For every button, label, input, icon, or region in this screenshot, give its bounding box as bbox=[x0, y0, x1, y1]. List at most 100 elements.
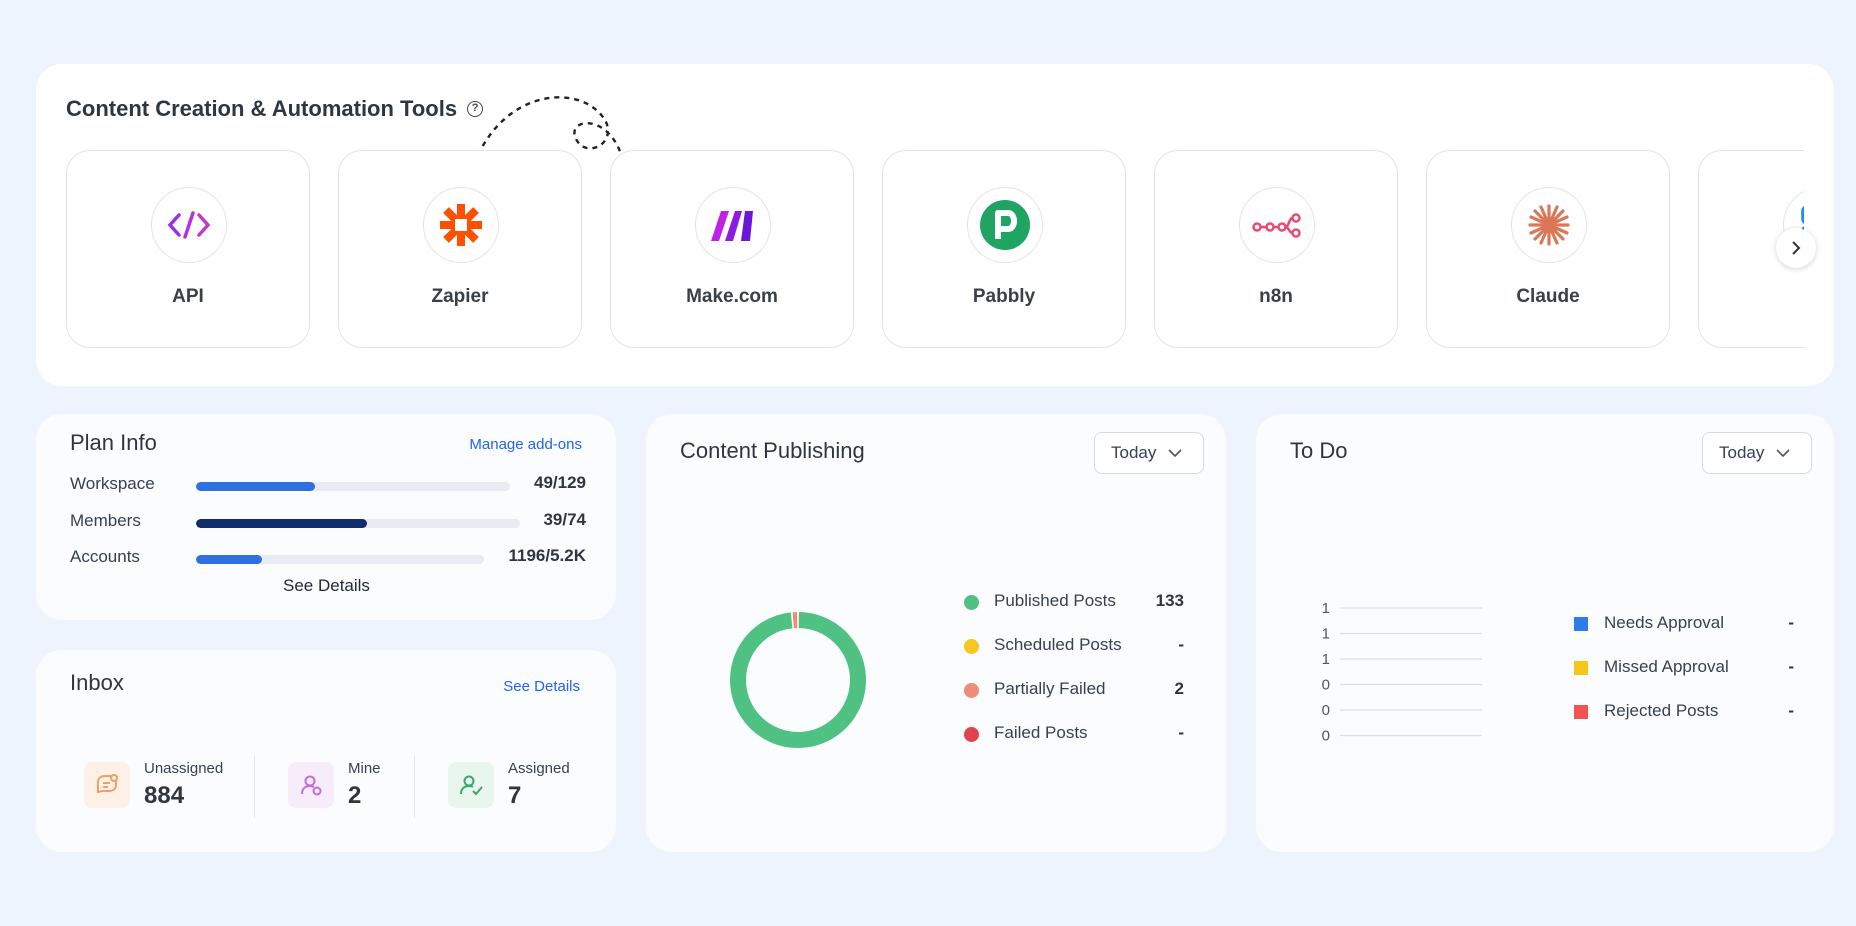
legend-label: Published Posts bbox=[994, 591, 1116, 610]
legend-label: Partially Failed bbox=[994, 679, 1106, 698]
workspace-usage-bar bbox=[196, 482, 510, 491]
stat-label: Mine bbox=[348, 760, 381, 777]
tool-tile-zapier[interactable]: Zapier bbox=[338, 150, 582, 348]
n8n-nodes-icon bbox=[1239, 187, 1315, 263]
chevron-right-icon[interactable] bbox=[1776, 228, 1816, 268]
plan-row-label: Accounts bbox=[70, 547, 140, 566]
legend-square bbox=[1574, 661, 1588, 675]
accounts-usage-bar bbox=[196, 555, 484, 564]
legend-missed-approval: Missed Approval - bbox=[1574, 656, 1794, 680]
stat-value: 884 bbox=[144, 782, 185, 809]
plan-row-value: 39/74 bbox=[543, 510, 586, 529]
automation-tools-card: Content Creation & Automation Tools ? AP… bbox=[36, 64, 1834, 386]
tool-name: n8n bbox=[1259, 286, 1293, 307]
stat-value: 2 bbox=[348, 782, 362, 809]
plan-row-label: Members bbox=[70, 511, 141, 530]
usage-bar-fill bbox=[196, 482, 316, 491]
legend-dot bbox=[964, 683, 979, 698]
legend-label: Missed Approval bbox=[1604, 657, 1729, 676]
todo-period-dropdown[interactable]: Today bbox=[1702, 432, 1812, 474]
legend-square bbox=[1574, 705, 1588, 719]
axis-tick-label: 0 bbox=[1322, 702, 1330, 719]
plan-row-value: 1196/5.2K bbox=[508, 546, 586, 565]
legend-value: 133 bbox=[1155, 591, 1184, 610]
content-publishing-title: Content Publishing bbox=[680, 438, 865, 463]
inbox-title: Inbox bbox=[70, 670, 124, 695]
plan-see-details-link[interactable]: See Details bbox=[283, 576, 370, 595]
zapier-asterisk-icon bbox=[423, 187, 499, 263]
plan-info-card: Plan Info Manage add-ons Workspace 49/12… bbox=[36, 414, 616, 620]
legend-value: - bbox=[1788, 701, 1794, 720]
axis-tick-label: 1 bbox=[1322, 651, 1330, 668]
legend-dot bbox=[964, 639, 979, 654]
code-brackets-icon bbox=[151, 187, 227, 263]
axis-tick-label: 0 bbox=[1322, 677, 1330, 694]
manage-addons-link[interactable]: Manage add-ons bbox=[469, 436, 582, 453]
legend-value: - bbox=[1788, 613, 1794, 632]
legend-label: Failed Posts bbox=[994, 723, 1088, 742]
members-usage-bar bbox=[196, 519, 520, 528]
tool-name: Claude bbox=[1516, 286, 1580, 307]
user-check-icon bbox=[448, 762, 494, 808]
stat-label: Unassigned bbox=[144, 760, 224, 777]
legend-partially-failed: Partially Failed 2 bbox=[964, 678, 1184, 702]
plan-row-label: Workspace bbox=[70, 474, 155, 493]
tool-name: Make.com bbox=[686, 286, 778, 307]
dropdown-value: Today bbox=[1111, 443, 1157, 462]
usage-bar-fill bbox=[196, 519, 367, 528]
legend-failed: Failed Posts - bbox=[964, 722, 1184, 746]
inbox-stat-unassigned[interactable]: Unassigned 884 bbox=[84, 760, 244, 820]
tool-tile-make[interactable]: Make.com bbox=[610, 150, 854, 348]
stat-divider bbox=[414, 756, 415, 818]
tool-name: Pabbly bbox=[972, 286, 1036, 307]
tool-name: API bbox=[172, 286, 204, 307]
inbox-stat-assigned[interactable]: Assigned 7 bbox=[448, 760, 588, 820]
legend-label: Rejected Posts bbox=[1604, 701, 1719, 720]
tools-carousel: API Zapier Make.com Pabbly n8n bbox=[66, 150, 1804, 350]
stat-label: Assigned bbox=[508, 760, 570, 777]
tool-name: Zapier bbox=[431, 286, 489, 307]
dropdown-value: Today bbox=[1719, 443, 1765, 462]
axis-tick-label: 1 bbox=[1322, 600, 1330, 617]
plan-info-title: Plan Info bbox=[70, 430, 157, 455]
stat-value: 7 bbox=[508, 782, 522, 809]
plan-row-value: 49/129 bbox=[534, 473, 586, 492]
legend-rejected-posts: Rejected Posts - bbox=[1574, 700, 1794, 724]
donut-slice-published-posts[interactable] bbox=[730, 612, 866, 748]
tools-section-title: Content Creation & Automation Tools ? bbox=[66, 96, 484, 122]
plan-row-workspace: Workspace 49/129 bbox=[70, 472, 586, 496]
question-circle-icon[interactable]: ? bbox=[467, 101, 484, 117]
tool-tile-api[interactable]: API bbox=[66, 150, 310, 348]
legend-label: Scheduled Posts bbox=[994, 635, 1122, 654]
content-publishing-card: Content Publishing Today Published Posts… bbox=[646, 414, 1226, 852]
legend-value: - bbox=[1178, 723, 1184, 742]
usage-bar-fill bbox=[196, 555, 263, 564]
tool-tile-n8n[interactable]: n8n bbox=[1154, 150, 1398, 348]
claude-burst-icon bbox=[1511, 187, 1587, 263]
legend-dot bbox=[964, 595, 979, 610]
inbox-card: Inbox See Details Unassigned 884 Mine 2 … bbox=[36, 650, 616, 852]
legend-dot bbox=[964, 727, 979, 742]
chevron-down-icon bbox=[1168, 449, 1182, 458]
legend-value: 2 bbox=[1174, 679, 1184, 698]
legend-value: - bbox=[1178, 635, 1184, 654]
legend-needs-approval: Needs Approval - bbox=[1574, 612, 1794, 636]
tool-tile-claude[interactable]: Claude bbox=[1426, 150, 1670, 348]
inbox-stat-mine[interactable]: Mine 2 bbox=[288, 760, 408, 820]
axis-tick-label: 0 bbox=[1322, 728, 1330, 743]
plan-row-accounts: Accounts 1196/5.2K bbox=[70, 545, 586, 569]
legend-value: - bbox=[1788, 657, 1794, 676]
inbox-see-details-link[interactable]: See Details bbox=[503, 678, 580, 695]
legend-square bbox=[1574, 617, 1588, 631]
tools-title-text: Content Creation & Automation Tools bbox=[66, 96, 458, 121]
publishing-period-dropdown[interactable]: Today bbox=[1094, 432, 1204, 474]
pabbly-p-icon bbox=[967, 187, 1043, 263]
legend-label: Needs Approval bbox=[1604, 613, 1725, 632]
publishing-donut-chart bbox=[730, 612, 866, 748]
tool-tile-pabbly[interactable]: Pabbly bbox=[882, 150, 1126, 348]
axis-tick-label: 1 bbox=[1322, 626, 1330, 643]
user-circle-icon bbox=[288, 762, 334, 808]
stat-divider bbox=[254, 756, 255, 818]
todo-card: To Do Today 1 1 1 0 0 0 Needs Approval - Miss… bbox=[1256, 414, 1834, 852]
make-bars-icon bbox=[695, 187, 771, 263]
